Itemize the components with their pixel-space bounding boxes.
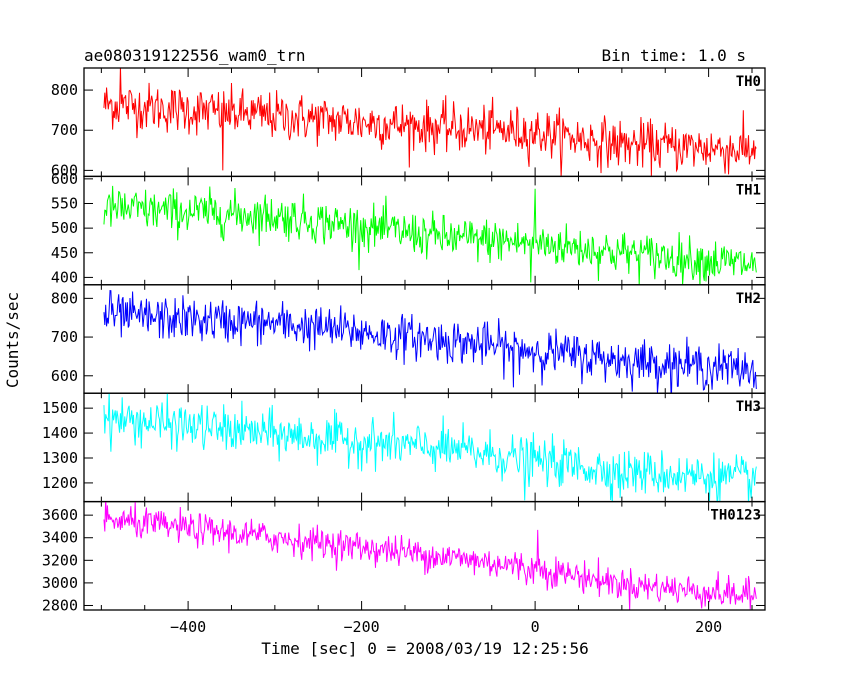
panel-label-th3: TH3 [736, 399, 761, 415]
y-tick-label: 3400 [42, 529, 78, 547]
y-tick-label: 1300 [42, 449, 78, 467]
y-tick-label: 1400 [42, 424, 78, 442]
panel-label-th0: TH0 [736, 74, 761, 90]
chart-title: ae080319122556_wam0_trn [84, 46, 306, 65]
y-tick-label: 400 [51, 268, 78, 286]
panel-th1: 400 450 500 550 600 TH1 [51, 170, 766, 286]
x-tick-label: 200 [695, 618, 722, 636]
y-axis-label: Counts/sec [3, 292, 22, 388]
y-tick-label: 600 [51, 170, 78, 188]
y-tick-label: 600 [51, 161, 78, 179]
panel-label-th2: TH2 [736, 291, 761, 307]
y-tick-label: 450 [51, 244, 78, 262]
bin-time-label: Bin time: 1.0 s [602, 46, 747, 65]
y-tick-label: 1500 [42, 399, 78, 417]
y-tick-label: 700 [51, 328, 78, 346]
y-tick-label: 3000 [42, 574, 78, 592]
x-tick-label: 0 [531, 618, 540, 636]
y-tick-label: 2800 [42, 596, 78, 614]
series-th0123-line [103, 501, 757, 611]
panel-label-th1: TH1 [736, 182, 761, 198]
y-tick-label: 3600 [42, 506, 78, 524]
series-th2-line [103, 290, 757, 394]
panel-label-th0123: TH0123 [710, 508, 761, 524]
x-axis-label: Time [sec] 0 = 2008/03/19 12:25:56 [261, 639, 589, 658]
y-tick-label: 500 [51, 219, 78, 237]
y-tick-label: 700 [51, 121, 78, 139]
y-tick-label: 550 [51, 195, 78, 213]
panel-th0123: 2800 3000 3200 3400 3600 TH0123 [42, 500, 766, 614]
panel-th0: 600 700 800 TH0 [51, 67, 766, 179]
y-tick-label: 600 [51, 367, 78, 385]
panel-frame [83, 500, 766, 611]
y-tick-label: 3200 [42, 551, 78, 569]
x-tick-label: −400 [170, 618, 206, 636]
panel-th2: 600 700 800 TH2 [51, 284, 766, 394]
series-th3-line [103, 393, 757, 502]
y-tick-label: 1200 [42, 474, 78, 492]
y-tick-label: 800 [51, 81, 78, 99]
series-th1-line [103, 185, 757, 285]
panel-th3: 1200 1300 1400 1500 TH3 [42, 392, 766, 503]
series-th0-line [103, 68, 757, 177]
panels-group: 600 700 800 TH0 400 450 500 550 600 TH1 600 700 800 T… [42, 67, 766, 636]
x-tick-label: −200 [344, 618, 380, 636]
y-tick-label: 800 [51, 289, 78, 307]
